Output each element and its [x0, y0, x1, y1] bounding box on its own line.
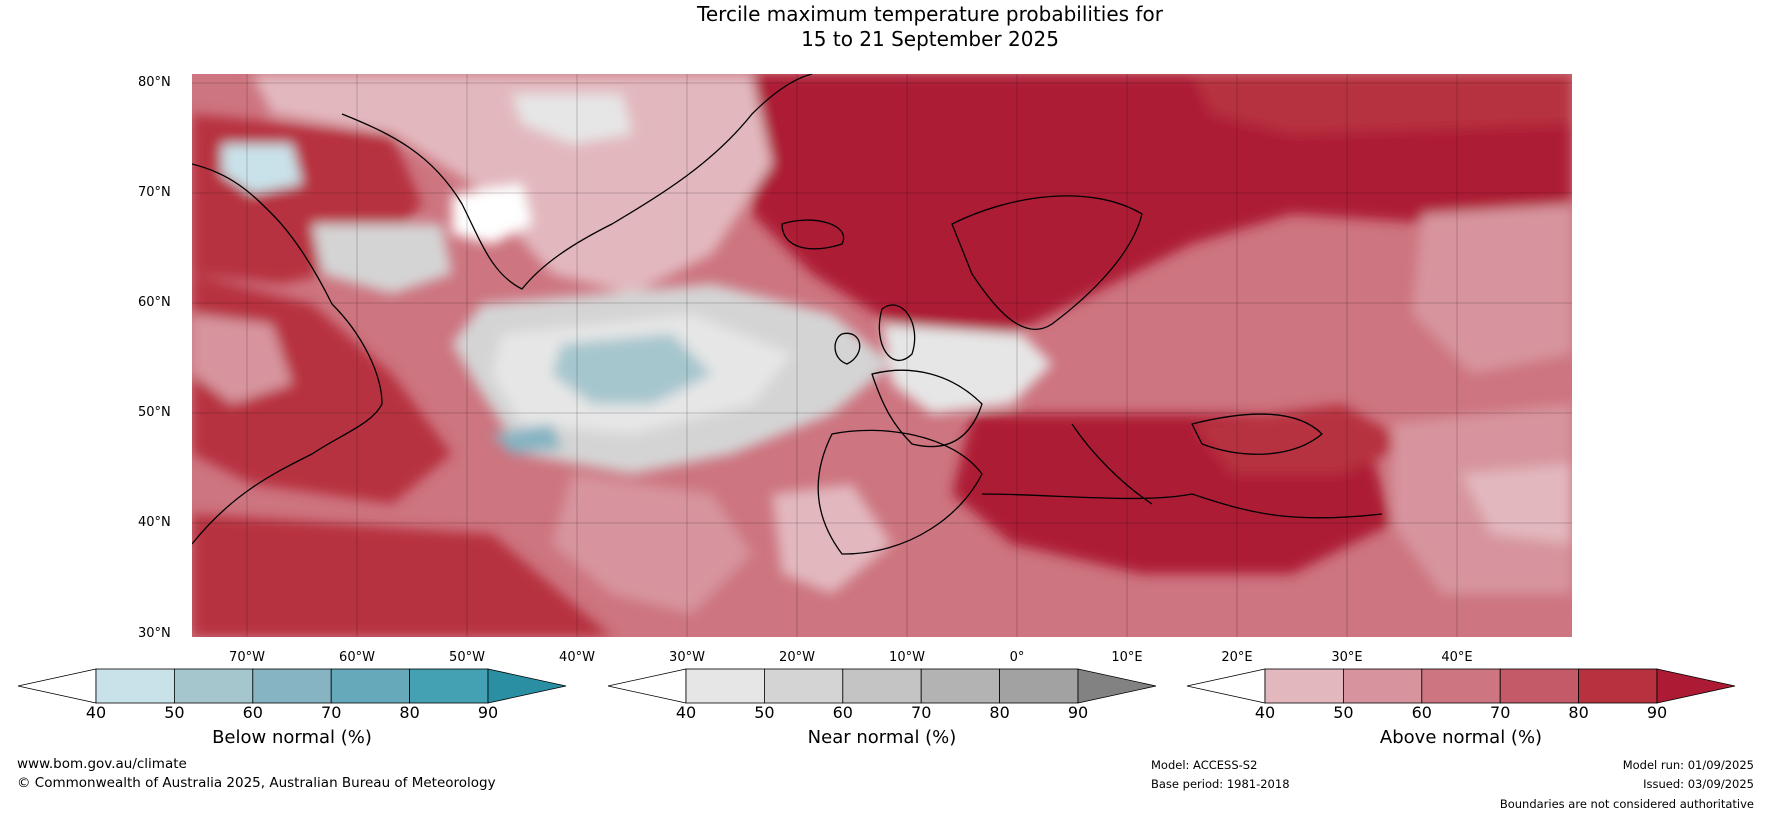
footer-copyright: © Commonwealth of Australia 2025, Austra…: [17, 775, 496, 791]
colorbar-above-tick-60: 60: [1411, 703, 1432, 722]
colorbar-above-tick-70: 70: [1490, 703, 1511, 722]
colorbar-near-title: Near normal (%): [807, 727, 957, 748]
colorbar-below-tick-90: 90: [477, 703, 499, 722]
colorbar-below-svg: [17, 668, 567, 704]
colorbar-above-bin-0: [1264, 668, 1344, 704]
colorbar-near-bin-1: [763, 668, 844, 704]
colorbar-near-bin-4: [999, 668, 1079, 704]
lon-label-10w: 10°W: [889, 650, 925, 665]
colorbar-near-tick-70: 70: [911, 703, 932, 722]
colorbar-below-tick-40: 40: [85, 703, 107, 722]
footer-base-period: Base period: 1981-2018: [1151, 777, 1290, 791]
colorbar-near-normal: [607, 668, 1157, 704]
colorbar-below-bin-1: [173, 668, 254, 704]
lon-label-30e: 30°E: [1331, 650, 1363, 665]
colorbar-above-high-arrow: [1656, 668, 1736, 704]
colorbar-below-tick-60: 60: [242, 703, 263, 722]
lat-label-30n: 30°N: [138, 626, 171, 641]
colorbar-near-tick-50: 50: [754, 703, 775, 722]
colorbar-above-tick-90: 90: [1646, 703, 1668, 722]
colorbar-near-svg: [607, 668, 1157, 704]
lon-label-20e: 20°E: [1221, 650, 1253, 665]
lon-label-70w: 70°W: [229, 650, 265, 665]
lat-label-80n: 80°N: [138, 75, 171, 90]
footer-model: Model: ACCESS-S2: [1151, 758, 1258, 772]
title-line-1: Tercile maximum temperature probabilitie…: [697, 2, 1163, 26]
lon-label-10e: 10°E: [1111, 650, 1143, 665]
colorbar-above-tick-40: 40: [1254, 703, 1276, 722]
colorbar-below-bin-2: [252, 668, 332, 704]
colorbar-below-bin-3: [330, 668, 411, 704]
colorbar-below-tick-80: 80: [399, 703, 420, 722]
colorbar-near-low-arrow: [607, 668, 687, 704]
colorbar-above-bin-3: [1499, 668, 1580, 704]
colorbar-below-title: Below normal (%): [212, 727, 372, 748]
footer-issued: Issued: 03/09/2025: [1643, 777, 1754, 791]
lon-label-20w: 20°W: [779, 650, 815, 665]
colorbar-below-tick-50: 50: [164, 703, 185, 722]
colorbar-above-low-arrow: [1186, 668, 1266, 704]
lon-label-0: 0°: [1009, 650, 1025, 665]
colorbar-above-svg: [1186, 668, 1736, 704]
colorbar-near-tick-60: 60: [832, 703, 853, 722]
colorbar-near-bin-0: [685, 668, 765, 704]
colorbar-above-normal: [1186, 668, 1736, 704]
colorbar-above-bin-2: [1421, 668, 1501, 704]
footer-model-run: Model run: 01/09/2025: [1622, 758, 1754, 772]
colorbar-above-bin-1: [1342, 668, 1423, 704]
lon-label-30w: 30°W: [669, 650, 705, 665]
footer-website[interactable]: www.bom.gov.au/climate: [17, 756, 187, 772]
colorbar-near-high-arrow: [1077, 668, 1157, 704]
lat-label-70n: 70°N: [138, 185, 171, 200]
colorbar-above-tick-80: 80: [1568, 703, 1589, 722]
lon-label-40e: 40°E: [1441, 650, 1473, 665]
probability-map: [192, 74, 1572, 637]
colorbar-above-bin-4: [1578, 668, 1658, 704]
colorbar-near-tick-90: 90: [1067, 703, 1089, 722]
lon-label-50w: 50°W: [449, 650, 485, 665]
colorbar-below-low-arrow: [17, 668, 97, 704]
colorbar-below-high-arrow: [487, 668, 567, 704]
footer-disclaimer: Boundaries are not considered authoritat…: [1499, 797, 1754, 811]
lat-label-40n: 40°N: [138, 515, 171, 530]
map-canvas: [192, 74, 1572, 637]
colorbar-below-tick-70: 70: [321, 703, 342, 722]
lat-label-60n: 60°N: [138, 295, 171, 310]
colorbar-above-title: Above normal (%): [1379, 727, 1543, 748]
lat-label-50n: 50°N: [138, 405, 171, 420]
colorbar-near-bin-3: [920, 668, 1001, 704]
lon-label-40w: 40°W: [559, 650, 595, 665]
colorbar-near-bin-2: [842, 668, 922, 704]
colorbar-above-tick-50: 50: [1333, 703, 1354, 722]
colorbar-near-tick-40: 40: [675, 703, 697, 722]
map-title: Tercile maximum temperature probabilitie…: [0, 2, 1770, 52]
colorbar-near-tick-80: 80: [989, 703, 1010, 722]
lon-label-60w: 60°W: [339, 650, 375, 665]
colorbar-below-bin-4: [409, 668, 489, 704]
title-line-2: 15 to 21 September 2025: [801, 27, 1059, 51]
colorbar-below-normal: [17, 668, 567, 704]
colorbar-below-bin-0: [95, 668, 175, 704]
